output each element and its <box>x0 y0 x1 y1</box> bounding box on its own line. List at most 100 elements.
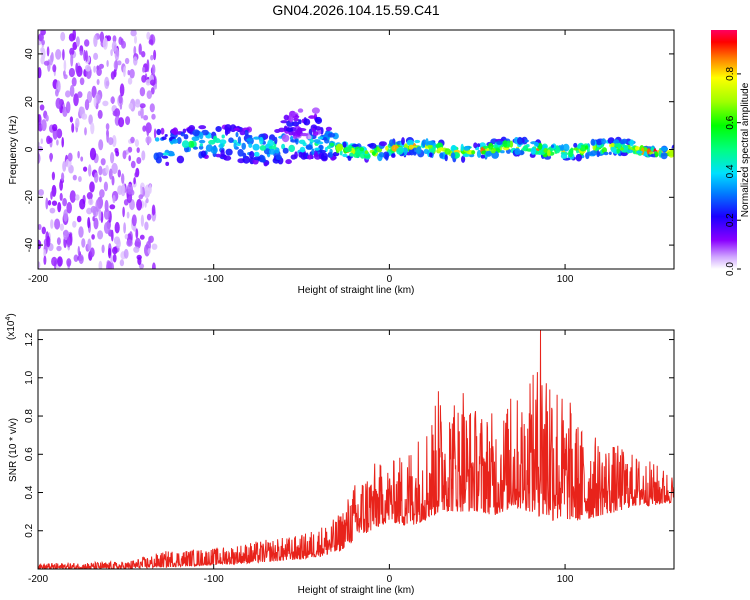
spectrogram-cell <box>308 115 316 119</box>
spectrogram-cell <box>133 56 138 66</box>
spectrogram-cell <box>219 139 227 145</box>
spectrogram-cell <box>110 71 115 80</box>
spectrogram-cell <box>283 114 289 121</box>
spectrogram-cell <box>154 83 157 90</box>
spectrogram-cell <box>114 221 120 234</box>
spectrogram-cell <box>496 140 503 145</box>
spectrogram-cell <box>55 97 62 109</box>
spectrogram-cell <box>136 254 142 260</box>
spectrogram-cell <box>139 87 146 97</box>
spectrogram-cell <box>65 101 71 114</box>
spectrogram-cell <box>125 116 131 126</box>
spectrogram-cell <box>112 253 117 263</box>
spectrogram-cell <box>78 226 84 238</box>
spectrogram-cell <box>59 223 64 231</box>
spectrogram-cell <box>176 155 185 164</box>
spectrogram-cell <box>129 68 135 79</box>
spectrogram-cell <box>123 248 129 259</box>
spectrogram-cell <box>106 261 113 269</box>
spectrogram-cell <box>112 35 117 43</box>
spectrogram-cell <box>70 53 74 67</box>
spectrogram-cell <box>509 140 514 148</box>
spectrogram-cell <box>39 104 45 111</box>
spectrogram-cell <box>641 147 645 156</box>
spectrogram-cell <box>93 65 96 73</box>
spectrogram-cell <box>151 243 158 250</box>
spectrogram-cell <box>550 144 555 148</box>
spectrogram-cell <box>133 177 136 185</box>
spectrogram-cell <box>444 154 448 162</box>
spectrogram-cell <box>87 238 92 251</box>
spectrogram-cell <box>319 149 327 154</box>
spectrogram-cell <box>477 143 481 148</box>
spectrogram-cell <box>72 174 77 181</box>
spectrogram-cell <box>117 169 122 178</box>
spectrogram-cell <box>439 152 444 159</box>
spectrogram-cell <box>517 136 523 145</box>
spectrogram-cell <box>368 142 377 149</box>
spectrogram-cell <box>221 134 225 139</box>
snr-ytick-label: 0.8 <box>24 409 35 423</box>
spectrogram-cell <box>127 77 133 85</box>
spectrogram-cell <box>79 50 84 56</box>
spectrogram-cell <box>86 207 91 214</box>
spectrogram-cell <box>81 113 88 120</box>
spectrogram-cell <box>43 60 50 66</box>
spectrogram-cell <box>382 151 390 160</box>
spectrogram-cell <box>248 143 253 149</box>
snr-ytick-label: 0.2 <box>24 523 35 537</box>
snr-series-line <box>38 330 674 569</box>
spectrogram-cell <box>133 246 140 253</box>
spectrogram-cell <box>75 36 80 47</box>
spectrogram-cell <box>351 144 359 148</box>
spectrogram-cell <box>151 113 156 120</box>
spectrogram-cell <box>85 50 88 62</box>
spectrogram-cell <box>305 145 313 150</box>
spectrogram-cell <box>71 77 77 87</box>
spectrogram-cell <box>78 176 82 182</box>
spectrogram-cell <box>543 148 548 153</box>
spectrogram-cell <box>51 171 56 181</box>
spectrogram-cell <box>38 152 41 165</box>
spectrogram-cell <box>252 143 260 151</box>
spectrogram-cell <box>110 96 115 104</box>
spectrogram-cell <box>476 149 482 158</box>
spectrogram-cell <box>117 185 123 196</box>
spectrogram-cell <box>93 217 99 230</box>
spectrogram-cell <box>200 150 207 158</box>
spectrogram-cell <box>99 189 105 198</box>
spectrogram-cell <box>51 200 58 206</box>
snr-multiplier: (x104) <box>5 313 17 340</box>
spectrogram-cell <box>246 138 253 142</box>
spectrogram-cell <box>134 237 141 249</box>
spectrogram-cell <box>45 114 49 122</box>
spectrogram-cell <box>110 152 115 164</box>
spectrogram-cell <box>98 63 104 69</box>
spectrogram-cell <box>75 117 80 129</box>
spectrogram-cell <box>143 115 149 121</box>
spectrogram-cell <box>223 155 232 161</box>
spectrogram-cell <box>134 172 138 178</box>
spectrogram-cell <box>98 208 102 221</box>
spectrogram-cell <box>51 184 57 197</box>
spectrogram-cell <box>155 156 162 164</box>
spectrogram-cell <box>371 151 376 156</box>
spectrogram-cell <box>121 40 126 49</box>
spectrogram-cell <box>228 137 234 143</box>
spectrogram-cell <box>274 136 278 145</box>
spectrogram-cell <box>349 152 354 157</box>
spectrogram-cell <box>87 217 91 229</box>
spectrogram-cell <box>130 160 136 169</box>
spectrogram-cell <box>72 41 78 51</box>
spectrogram-cell <box>385 145 389 151</box>
spectrogram-cell <box>113 60 119 70</box>
spectrogram-cell <box>135 228 139 239</box>
spectrogram-cell <box>102 100 109 107</box>
spectrogram-cell <box>65 90 71 98</box>
spectrogram-cell <box>573 147 579 151</box>
spectrogram-cell <box>237 136 242 144</box>
spectrogram-cell <box>668 151 674 157</box>
spectrogram-cell <box>621 145 629 153</box>
spectrogram-cell <box>41 39 45 46</box>
